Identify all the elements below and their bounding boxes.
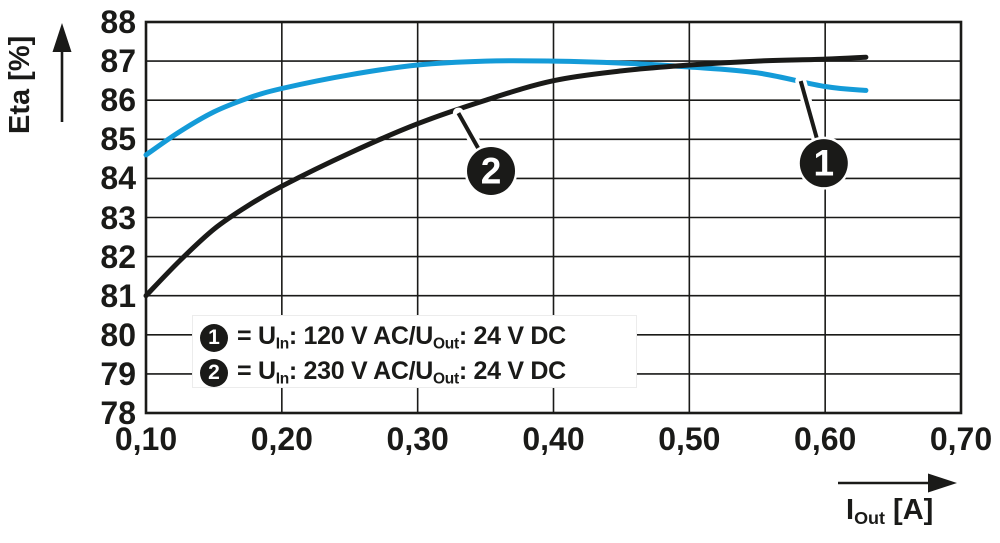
- x-axis-label-part: I: [846, 494, 855, 526]
- y-tick-label: 85: [100, 121, 136, 158]
- annotation-badge-label: 2: [481, 150, 502, 191]
- x-tick-label: 0,70: [929, 421, 993, 457]
- legend-text-part: = U: [237, 322, 276, 351]
- legend-text-part: = U: [237, 357, 276, 386]
- annotation-badge-2: [467, 146, 516, 195]
- legend-entry-text: = UIn: 230 V AC/UOut: 24 V DC: [237, 357, 566, 388]
- y-tick-label: 86: [100, 82, 136, 119]
- x-axis-label-subscript: Out: [854, 508, 885, 529]
- y-tick-label: 79: [100, 355, 136, 392]
- legend-subscript: Out: [433, 335, 459, 353]
- legend-row: 1 = UIn: 120 V AC/UOut: 24 V DC: [200, 322, 566, 353]
- annotation-badge-1: [799, 139, 848, 188]
- legend-subscript: In: [275, 335, 289, 353]
- y-tick-label: 88: [100, 4, 136, 40]
- y-tick-label: 81: [100, 277, 136, 314]
- legend-text-part: : 230 V AC/U: [288, 357, 434, 386]
- legend-subscript: Out: [433, 370, 459, 388]
- legend-text-part: : 24 V DC: [458, 322, 566, 351]
- annotation-badge-label: 1: [814, 143, 835, 184]
- x-tick-label: 0,60: [794, 421, 857, 457]
- curve-1: [143, 58, 869, 158]
- y-tick-label: 80: [100, 316, 136, 353]
- curve-2: [143, 54, 869, 299]
- x-tick-label: 0,50: [658, 421, 721, 457]
- legend-badge-2: 2: [200, 359, 228, 387]
- legend-badge-1: 1: [200, 324, 228, 352]
- y-tick-label: 84: [100, 160, 136, 197]
- x-axis-arrow-icon: [928, 473, 957, 493]
- x-tick-label: 0,40: [522, 421, 585, 457]
- legend-text-part: : 24 V DC: [458, 357, 566, 386]
- plot-border: [144, 20, 963, 415]
- legend-subscript: In: [275, 370, 289, 388]
- legend-text-part: : 120 V AC/U: [288, 322, 434, 351]
- y-tick-label: 82: [100, 238, 136, 275]
- legend-row: 2 = UIn: 230 V AC/UOut: 24 V DC: [200, 357, 566, 388]
- y-tick-label: 78: [100, 395, 136, 431]
- y-tick-label: 83: [100, 199, 136, 236]
- x-axis-label: IOut [A]: [846, 494, 933, 529]
- legend-entry-text: = UIn: 120 V AC/UOut: 24 V DC: [237, 322, 566, 353]
- legend: 1 = UIn: 120 V AC/UOut: 24 V DC 2 = UIn: …: [192, 315, 637, 388]
- y-axis-arrow-icon: [52, 23, 72, 52]
- y-tick-label: 87: [100, 43, 136, 80]
- x-tick-label: 0,20: [250, 421, 313, 457]
- x-axis-label-part: [A]: [885, 494, 934, 526]
- x-tick-label: 0,30: [386, 421, 449, 457]
- x-tick-label: 0,10: [114, 421, 178, 457]
